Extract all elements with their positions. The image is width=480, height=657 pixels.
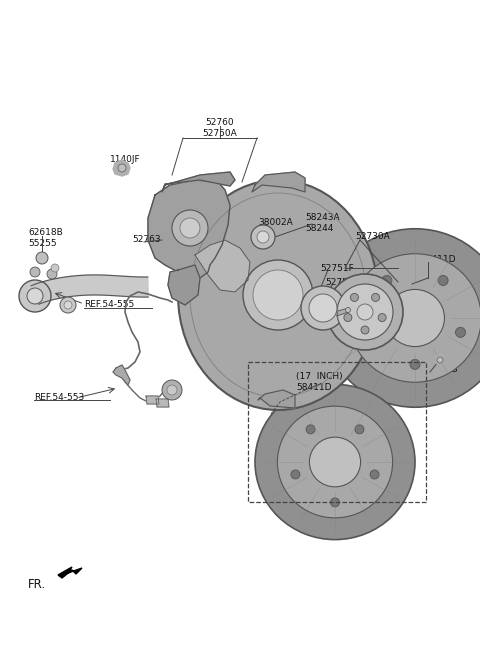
Text: FR.: FR.: [28, 578, 46, 591]
Polygon shape: [58, 567, 82, 578]
Text: 52760
52750A: 52760 52750A: [203, 118, 238, 138]
Text: 58411D: 58411D: [420, 255, 456, 264]
Circle shape: [357, 304, 373, 320]
Circle shape: [47, 269, 57, 279]
Circle shape: [64, 301, 72, 309]
Polygon shape: [436, 355, 443, 364]
Circle shape: [361, 326, 369, 334]
Circle shape: [30, 267, 40, 277]
Circle shape: [291, 470, 300, 479]
Circle shape: [36, 252, 48, 264]
Ellipse shape: [277, 406, 393, 518]
Circle shape: [378, 313, 386, 321]
Ellipse shape: [310, 437, 360, 487]
Polygon shape: [168, 265, 200, 305]
Ellipse shape: [349, 254, 480, 382]
Polygon shape: [146, 396, 159, 404]
Circle shape: [19, 280, 51, 312]
Text: REF.54-553: REF.54-553: [34, 393, 84, 402]
Circle shape: [162, 380, 182, 400]
Circle shape: [180, 218, 200, 238]
Circle shape: [344, 313, 352, 321]
Circle shape: [382, 275, 392, 285]
Circle shape: [364, 327, 374, 337]
Ellipse shape: [309, 294, 337, 322]
Polygon shape: [31, 275, 148, 304]
Circle shape: [350, 294, 359, 302]
Polygon shape: [258, 390, 295, 408]
Text: 52752: 52752: [325, 278, 353, 287]
Polygon shape: [252, 172, 305, 192]
Bar: [248, 362, 426, 502]
Polygon shape: [162, 172, 235, 192]
Circle shape: [253, 270, 303, 320]
Text: 58243A
58244: 58243A 58244: [305, 213, 340, 233]
Circle shape: [257, 231, 269, 243]
Circle shape: [370, 470, 379, 479]
Circle shape: [306, 425, 315, 434]
Ellipse shape: [178, 180, 378, 410]
Text: 52763: 52763: [132, 235, 161, 244]
Circle shape: [172, 210, 208, 246]
Polygon shape: [195, 240, 250, 292]
Circle shape: [410, 359, 420, 369]
Circle shape: [372, 294, 380, 302]
Ellipse shape: [255, 384, 415, 539]
Text: 1220FS: 1220FS: [425, 365, 458, 374]
Text: 1140JF: 1140JF: [110, 155, 141, 164]
Polygon shape: [156, 399, 169, 407]
Circle shape: [60, 297, 76, 313]
Circle shape: [167, 385, 177, 395]
Polygon shape: [113, 160, 130, 176]
Ellipse shape: [301, 286, 345, 330]
Text: 62618B
55255: 62618B 55255: [28, 228, 63, 248]
Circle shape: [118, 164, 126, 172]
Ellipse shape: [327, 274, 403, 350]
Circle shape: [251, 225, 275, 249]
Text: 52730A: 52730A: [355, 232, 390, 241]
Circle shape: [438, 275, 448, 285]
Circle shape: [51, 264, 59, 272]
Polygon shape: [148, 180, 230, 278]
Circle shape: [27, 288, 43, 304]
Ellipse shape: [323, 307, 480, 340]
Text: (17  INCH)
58411D: (17 INCH) 58411D: [296, 372, 343, 392]
Circle shape: [243, 260, 313, 330]
Text: 38002A: 38002A: [258, 218, 293, 227]
Text: REF.54-555: REF.54-555: [84, 300, 134, 309]
Circle shape: [331, 498, 339, 507]
Polygon shape: [337, 308, 349, 316]
Circle shape: [346, 307, 350, 313]
Text: 52751F: 52751F: [320, 264, 354, 273]
Polygon shape: [113, 365, 130, 385]
Ellipse shape: [385, 290, 444, 346]
Ellipse shape: [337, 284, 393, 340]
Circle shape: [355, 425, 364, 434]
Circle shape: [456, 327, 466, 337]
Circle shape: [437, 357, 443, 363]
Ellipse shape: [323, 229, 480, 407]
